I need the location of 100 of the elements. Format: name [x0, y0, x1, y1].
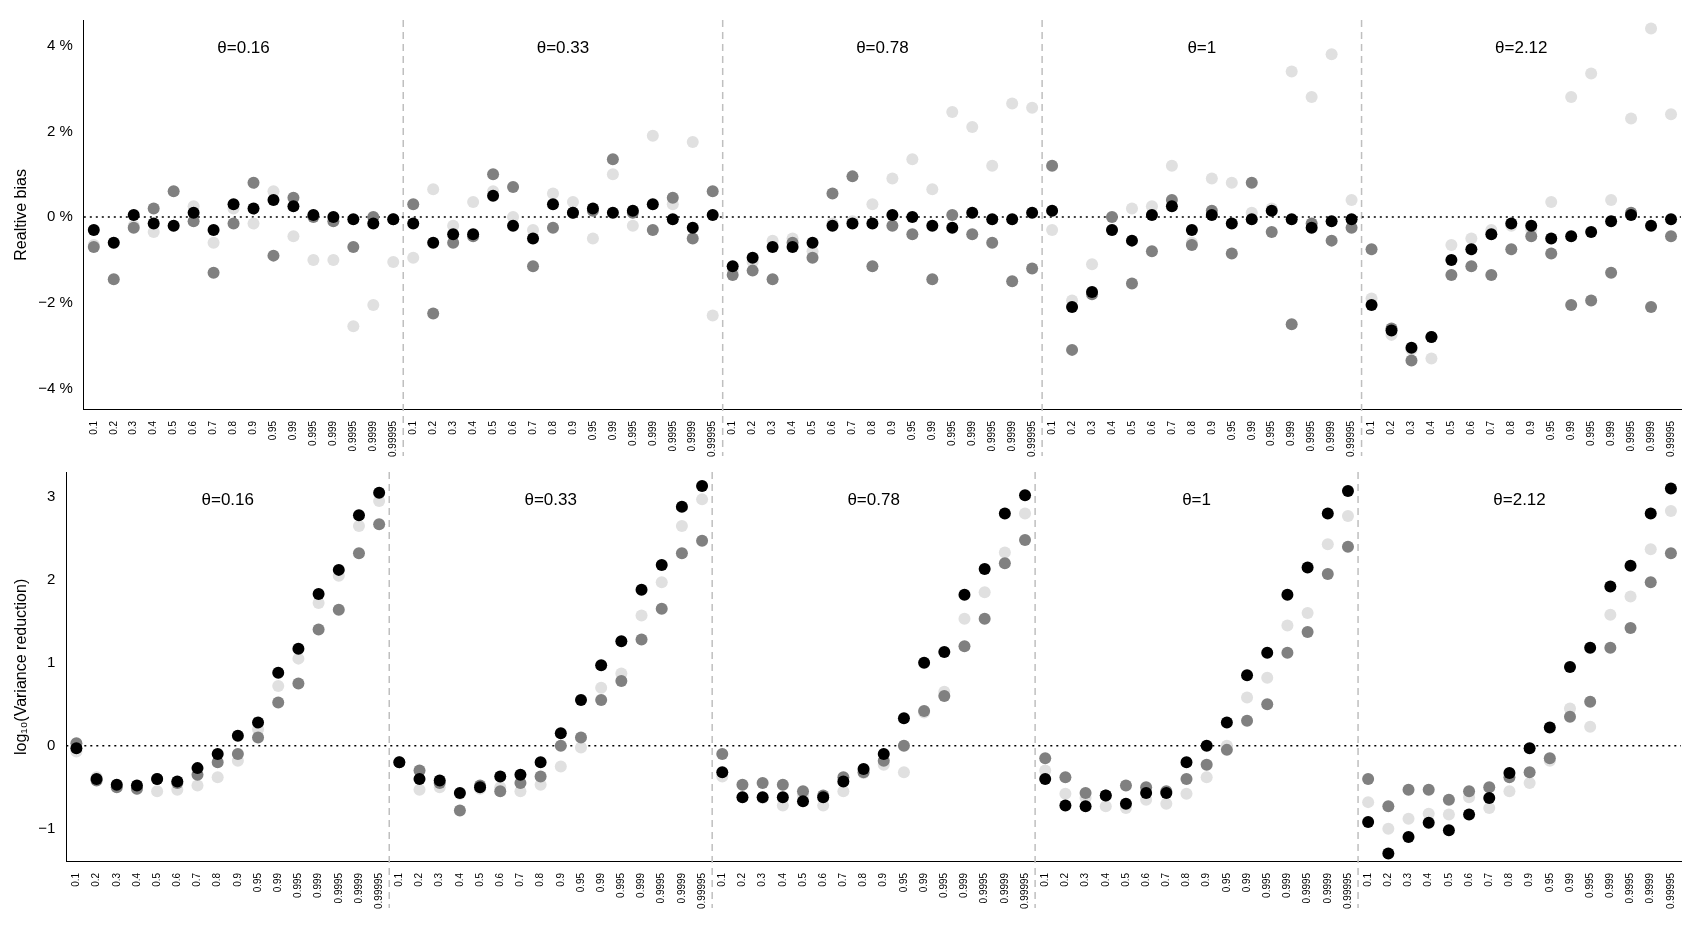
y-tick-label: 3	[46, 487, 56, 505]
x-tick-label: 0.3	[766, 420, 778, 435]
x-tick-label: 0.6	[494, 872, 505, 887]
x-tick-label: 0.99995	[372, 872, 384, 910]
x-tick-label: 0.95	[251, 872, 263, 893]
x-tick-label: 0.3	[1085, 420, 1097, 435]
x-tick-label: 0.99	[917, 872, 929, 893]
x-tick-label: 0.9995	[1624, 872, 1636, 904]
annotation: θ=0.78	[847, 489, 900, 509]
x-tick-label: 0.9995	[1305, 420, 1317, 452]
x-tick-label: 0.7	[1160, 872, 1172, 887]
x-tick-label: 0.99	[287, 420, 299, 441]
x-tick-label: 0.99995	[1664, 872, 1676, 910]
x-tick-label: 0.99995	[1664, 420, 1676, 458]
x-tick-label: 0.95	[267, 420, 279, 441]
annotation: θ=0.33	[524, 489, 577, 509]
x-tick-label: 0.9995	[655, 872, 667, 904]
x-tick-label: 0.2	[746, 420, 758, 435]
x-tick-label: 0.3	[110, 872, 122, 887]
x-tick-label: 0.9995	[347, 420, 359, 452]
x-tick-label: 0.3	[446, 420, 458, 435]
x-tick-label: 0.8	[1180, 872, 1192, 887]
x-tick-label: 0.1	[1361, 872, 1373, 887]
y-tick-label: −4 %	[38, 378, 73, 396]
x-tick-label: 0.1	[1038, 872, 1050, 887]
x-tick-label: 0.2	[1059, 872, 1071, 887]
x-tick-label: 0.3	[1402, 872, 1414, 887]
x-tick-label: 0.2	[107, 420, 119, 435]
x-tick-label: 0.999	[635, 872, 647, 898]
x-tick-label: 0.9999	[1321, 872, 1333, 904]
x-tick-label: 0.6	[1462, 872, 1474, 887]
x-tick-label: 0.995	[938, 872, 950, 898]
x-tick-label: 0.4	[147, 420, 159, 435]
y-tick-label: 0	[46, 735, 56, 753]
y-tick-label: 4 %	[46, 35, 73, 53]
x-tick-label: 0.1	[1045, 420, 1057, 435]
x-tick-label: 0.9	[247, 420, 259, 435]
x-tick-label: 0.99995	[706, 420, 718, 458]
x-tick-label: 0.9999	[367, 420, 379, 452]
x-tick-label: 0.9999	[1644, 872, 1656, 904]
x-tick-label: 0.8	[211, 872, 223, 887]
y-tick-label: 1	[46, 652, 56, 670]
x-tick-label: 0.5	[150, 872, 162, 887]
x-tick-label: 0.3	[1079, 872, 1091, 887]
x-tick-label: 0.8	[1185, 420, 1197, 435]
x-tick-label: 0.6	[816, 872, 828, 887]
x-tick-label: 0.99995	[695, 872, 707, 910]
x-tick-label: 0.99995	[1018, 872, 1030, 910]
x-tick-label: 0.4	[1105, 420, 1117, 435]
x-tick-label: 0.2	[736, 872, 748, 887]
x-tick-label: 0.5	[1442, 872, 1454, 887]
x-tick-label: 0.9	[877, 872, 889, 887]
x-tick-label: 0.6	[1465, 420, 1477, 435]
x-tick-label: 0.4	[453, 872, 465, 887]
x-tick-label: 0.9999	[1644, 420, 1656, 452]
x-tick-label: 0.9995	[1624, 420, 1636, 452]
x-tick-label: 0.6	[171, 872, 183, 887]
x-tick-label: 0.9999	[686, 420, 698, 452]
y-tick-label: 2 %	[46, 121, 73, 139]
x-tick-label: 0.9995	[978, 872, 990, 904]
x-tick-label: 0.9999	[1005, 420, 1017, 452]
annotation: θ=1	[1187, 37, 1217, 57]
y-axis-title: log₁₀(Variance reduction)	[12, 578, 30, 756]
annotation: θ=2.12	[1495, 37, 1548, 57]
x-tick-label: 0.99	[1245, 420, 1257, 441]
x-tick-label: 0.4	[776, 872, 788, 887]
annotation: θ=0.33	[536, 37, 590, 57]
x-tick-label: 0.9	[1205, 420, 1217, 435]
annotation: θ=2.12	[1493, 489, 1546, 509]
x-tick-label: 0.1	[1365, 420, 1377, 435]
x-tick-label: 0.9999	[675, 872, 687, 904]
x-tick-label: 0.995	[615, 872, 627, 898]
x-tick-label: 0.5	[473, 872, 485, 887]
x-tick-label: 0.9995	[1301, 872, 1313, 904]
x-tick-label: 0.9995	[332, 872, 344, 904]
x-tick-label: 0.9	[1523, 872, 1535, 887]
x-tick-label: 0.4	[1099, 872, 1111, 887]
x-tick-label: 0.999	[312, 872, 324, 898]
x-tick-label: 0.2	[90, 872, 102, 887]
x-tick-label: 0.8	[227, 420, 239, 435]
x-tick-label: 0.7	[207, 420, 219, 435]
x-tick-label: 0.7	[1165, 420, 1177, 435]
x-tick-label: 0.1	[87, 420, 99, 435]
x-tick-label: 0.4	[1422, 872, 1434, 887]
x-tick-label: 0.95	[1225, 420, 1237, 441]
x-tick-label: 0.7	[1485, 420, 1497, 435]
x-tick-label: 0.995	[292, 872, 304, 898]
x-tick-label: 0.6	[506, 420, 518, 435]
x-tick-label: 0.3	[127, 420, 139, 435]
x-tick-label: 0.99995	[1341, 872, 1353, 910]
x-tick-label: 0.99995	[387, 420, 399, 458]
x-tick-label: 0.8	[534, 872, 546, 887]
x-tick-label: 0.95	[1220, 872, 1232, 893]
x-tick-label: 0.99	[606, 420, 618, 441]
x-tick-label: 0.999	[1281, 872, 1293, 898]
x-tick-label: 0.2	[426, 420, 438, 435]
x-tick-label: 0.7	[191, 872, 203, 887]
x-tick-label: 0.999	[966, 420, 977, 446]
x-tick-label: 0.9999	[352, 872, 364, 904]
x-tick-label: 0.3	[433, 872, 445, 887]
